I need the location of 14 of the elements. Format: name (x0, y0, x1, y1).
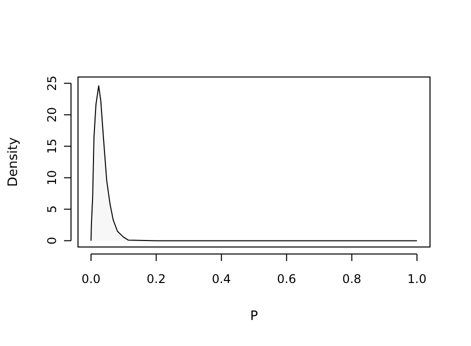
x-axis-title: P (250, 309, 258, 324)
x-tick-label: 0.0 (81, 272, 101, 286)
x-tick-label: 0.2 (146, 272, 166, 286)
x-tick-label: 1.0 (407, 272, 427, 286)
x-tick-label: 0.4 (212, 272, 231, 286)
y-tick-label: 5 (45, 205, 59, 214)
y-tick-label: 20 (45, 107, 59, 122)
x-tick-label: 0.8 (342, 272, 362, 286)
y-tick-label: 0 (45, 236, 59, 245)
x-tick-label: 0.6 (277, 272, 296, 286)
y-tick-label: 25 (45, 76, 59, 91)
y-tick-label: 15 (45, 138, 59, 154)
y-axis-title: Density (6, 136, 21, 187)
y-tick-label: 10 (45, 170, 59, 186)
